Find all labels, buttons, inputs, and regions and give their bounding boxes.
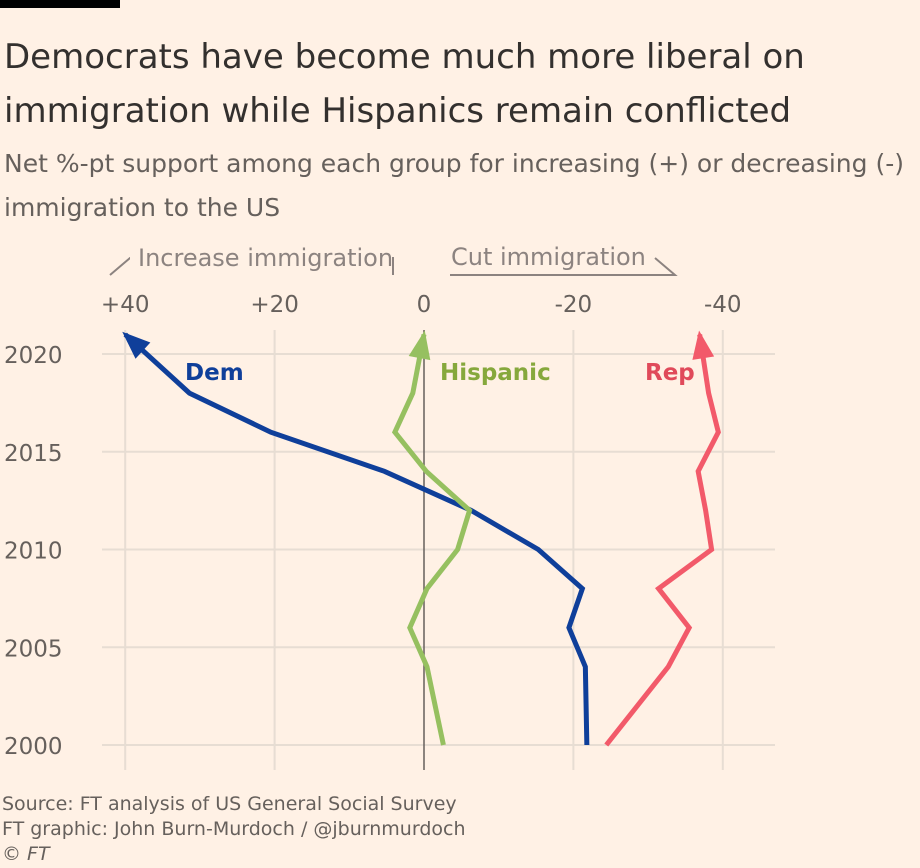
y-tick-label: 2000 — [4, 734, 63, 760]
series-label-rep: Rep — [645, 360, 695, 386]
x-tick-label: +40 — [101, 292, 150, 318]
y-tick-label: 2015 — [4, 441, 63, 467]
y-tick-label: 2020 — [4, 343, 63, 369]
cut-immigration-label: Cut immigration — [451, 243, 646, 271]
series-label-hispanic: Hispanic — [440, 360, 551, 386]
x-tick-label: -40 — [704, 292, 742, 318]
graphic-credit: FT graphic: John Burn-Murdoch / @jburnmu… — [2, 818, 466, 840]
x-tick-label: -20 — [555, 292, 593, 318]
arrowhead-dem — [122, 331, 151, 359]
arrowhead-rep — [692, 330, 715, 360]
series-line-hispanic — [391, 333, 473, 746]
series-label-dem: Dem — [185, 360, 244, 386]
grid — [102, 330, 775, 770]
series-labels: Dem Hispanic Rep — [185, 360, 695, 386]
x-tick-label: +20 — [250, 292, 299, 318]
arrowhead-hispanic — [408, 330, 431, 361]
line-chart: 2020 2015 2010 2005 2000 +40 +20 0 -20 -40 Increa… — [4, 240, 775, 770]
axes: 2020 2015 2010 2005 2000 +40 +20 0 -20 -40 — [4, 292, 742, 760]
x-tick-label: 0 — [417, 292, 432, 318]
chart-title: Democrats have become much more liberal … — [4, 37, 805, 131]
y-tick-label: 2010 — [4, 539, 63, 565]
source-note: Source: FT analysis of US General Social… — [2, 793, 457, 815]
cut-bracket-tail — [654, 257, 678, 276]
footer: Source: FT analysis of US General Social… — [2, 792, 466, 867]
y-tick-label: 2005 — [4, 636, 63, 662]
series — [122, 330, 721, 747]
chart-subtitle: Net %-pt support among each group for in… — [4, 149, 904, 222]
copyright: © FT — [2, 843, 50, 865]
ft-brand-bar — [0, 0, 120, 8]
increase-immigration-label: Increase immigration — [138, 244, 393, 272]
annotations: Increase immigration Cut immigration — [109, 240, 678, 276]
series-line-rep — [604, 334, 721, 747]
series-line-dem — [123, 332, 590, 746]
